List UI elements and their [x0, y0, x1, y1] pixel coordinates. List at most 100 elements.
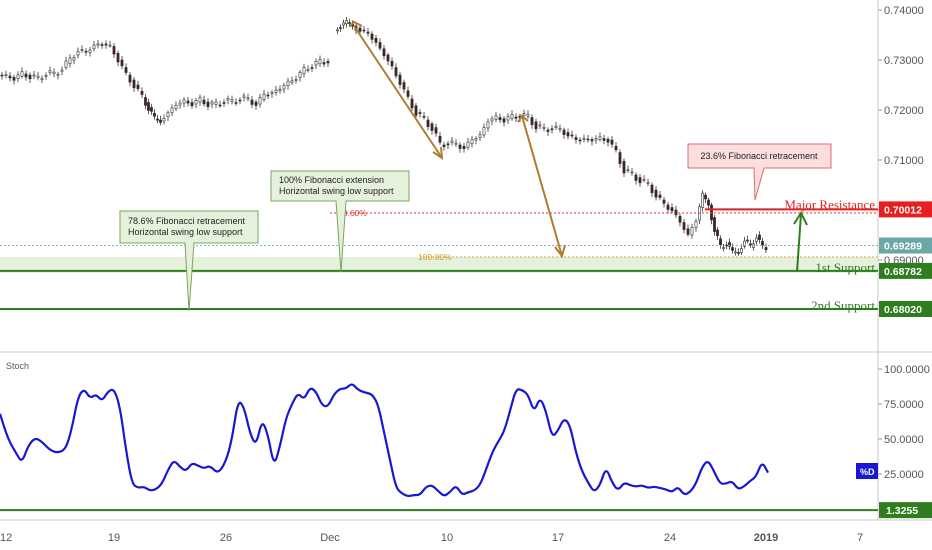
candle-body — [690, 227, 694, 236]
level-lines — [0, 208, 878, 310]
candle-body — [578, 139, 582, 142]
candle-body — [707, 199, 710, 206]
candle-body — [514, 116, 518, 119]
candle-body — [716, 229, 719, 237]
projection-arrow-2-end-head — [554, 244, 566, 259]
candle-body — [278, 89, 282, 92]
candle-body — [166, 112, 170, 118]
callout-fib-extension-line1: 100% Fibonacci extension — [279, 175, 384, 185]
price-tick-label: 0.71000 — [884, 155, 924, 167]
candle-body — [704, 194, 707, 200]
candle-body — [226, 97, 230, 101]
support-zone — [0, 257, 878, 273]
candle-body — [286, 80, 290, 87]
stoch-line — [0, 383, 769, 498]
candle-body — [478, 134, 482, 138]
time-tick-label: 12 — [0, 532, 12, 544]
projection-arrow-1-start-head — [349, 20, 363, 27]
candle-body — [618, 152, 622, 164]
candle-body — [614, 145, 618, 151]
candle-body — [731, 247, 734, 251]
candle-body — [554, 125, 558, 128]
candle-body — [194, 100, 198, 105]
candle-body — [206, 101, 210, 108]
projection-arrow-2 — [521, 115, 563, 257]
stoch-series-tag-text: %D — [860, 467, 875, 477]
candle-body — [594, 138, 598, 141]
candle-body — [566, 132, 570, 137]
stoch-tick-label: 25.0000 — [884, 469, 924, 481]
time-tick-label: 7 — [857, 532, 863, 544]
candle-body — [112, 46, 116, 55]
candle-body — [242, 95, 246, 98]
candle-body — [230, 99, 234, 102]
candle-body — [406, 90, 410, 97]
candle-body — [182, 99, 186, 104]
candle-body — [214, 101, 218, 105]
candle-body — [170, 107, 174, 113]
candle-body — [20, 71, 24, 77]
candle-body — [0, 74, 4, 77]
candle-body — [510, 114, 514, 119]
candle-body — [306, 69, 310, 71]
candle-body — [434, 127, 438, 134]
candle-body — [96, 43, 100, 46]
candle-body — [530, 117, 534, 125]
candle-body — [574, 137, 578, 140]
candle-body — [586, 138, 590, 141]
candle-body — [486, 121, 490, 129]
candle-body — [100, 44, 104, 46]
candle-body — [128, 74, 132, 83]
fib-236-label: 23.60% — [338, 208, 367, 218]
candle-body — [150, 107, 153, 112]
candle-body — [210, 101, 214, 105]
candle-body — [80, 49, 84, 51]
candle-body — [737, 252, 740, 254]
projection-arrow-2-start-head — [517, 114, 529, 123]
first-support-tag — [879, 262, 932, 279]
candle-body — [462, 145, 466, 150]
time-tick-label: Dec — [320, 532, 340, 544]
stoch-level-tag — [879, 502, 932, 519]
candle-body — [60, 69, 64, 72]
candle-body — [590, 139, 594, 142]
candle-body — [598, 136, 602, 140]
callout-fib-236-text: 23.6% Fibonacci retracement — [700, 151, 818, 161]
candle-body — [418, 112, 422, 114]
current-price-tag — [879, 237, 932, 254]
second-support-tag-text: 0.68020 — [884, 304, 922, 316]
first-support-label: 1st Support — [815, 260, 875, 275]
first-support-tag-text: 0.68782 — [884, 266, 922, 278]
candle-body — [642, 179, 646, 181]
candle-body — [630, 171, 634, 174]
candle-body — [262, 93, 266, 100]
candle-body — [666, 204, 670, 210]
candle-body — [526, 114, 530, 117]
candle-body — [442, 144, 446, 147]
time-tick-label: 10 — [441, 532, 453, 544]
candle-body — [446, 143, 450, 146]
candle-body — [602, 138, 606, 141]
candle-body — [88, 49, 92, 53]
candle-body — [318, 59, 322, 65]
candle-body — [104, 43, 108, 46]
current-price-tag-text: 0.69289 — [884, 241, 922, 253]
candle-body — [72, 57, 76, 61]
candle-body — [749, 243, 752, 246]
callout-fib-786-line2: Horizontal swing low support — [128, 227, 243, 237]
candle-body — [234, 102, 238, 104]
candle-body — [502, 118, 506, 123]
candle-body — [402, 82, 406, 90]
target-arrow-head — [793, 210, 808, 226]
candle-body — [422, 115, 426, 118]
time-tick-label: 26 — [220, 532, 232, 544]
candle-body — [258, 97, 262, 105]
time-tick-label: 24 — [664, 532, 676, 544]
candle-body — [178, 102, 182, 106]
candle-body — [302, 67, 306, 75]
candle-body — [44, 75, 48, 77]
stoch-title: Stoch — [6, 361, 29, 371]
candle-body — [734, 251, 737, 254]
candle-body — [36, 75, 40, 78]
